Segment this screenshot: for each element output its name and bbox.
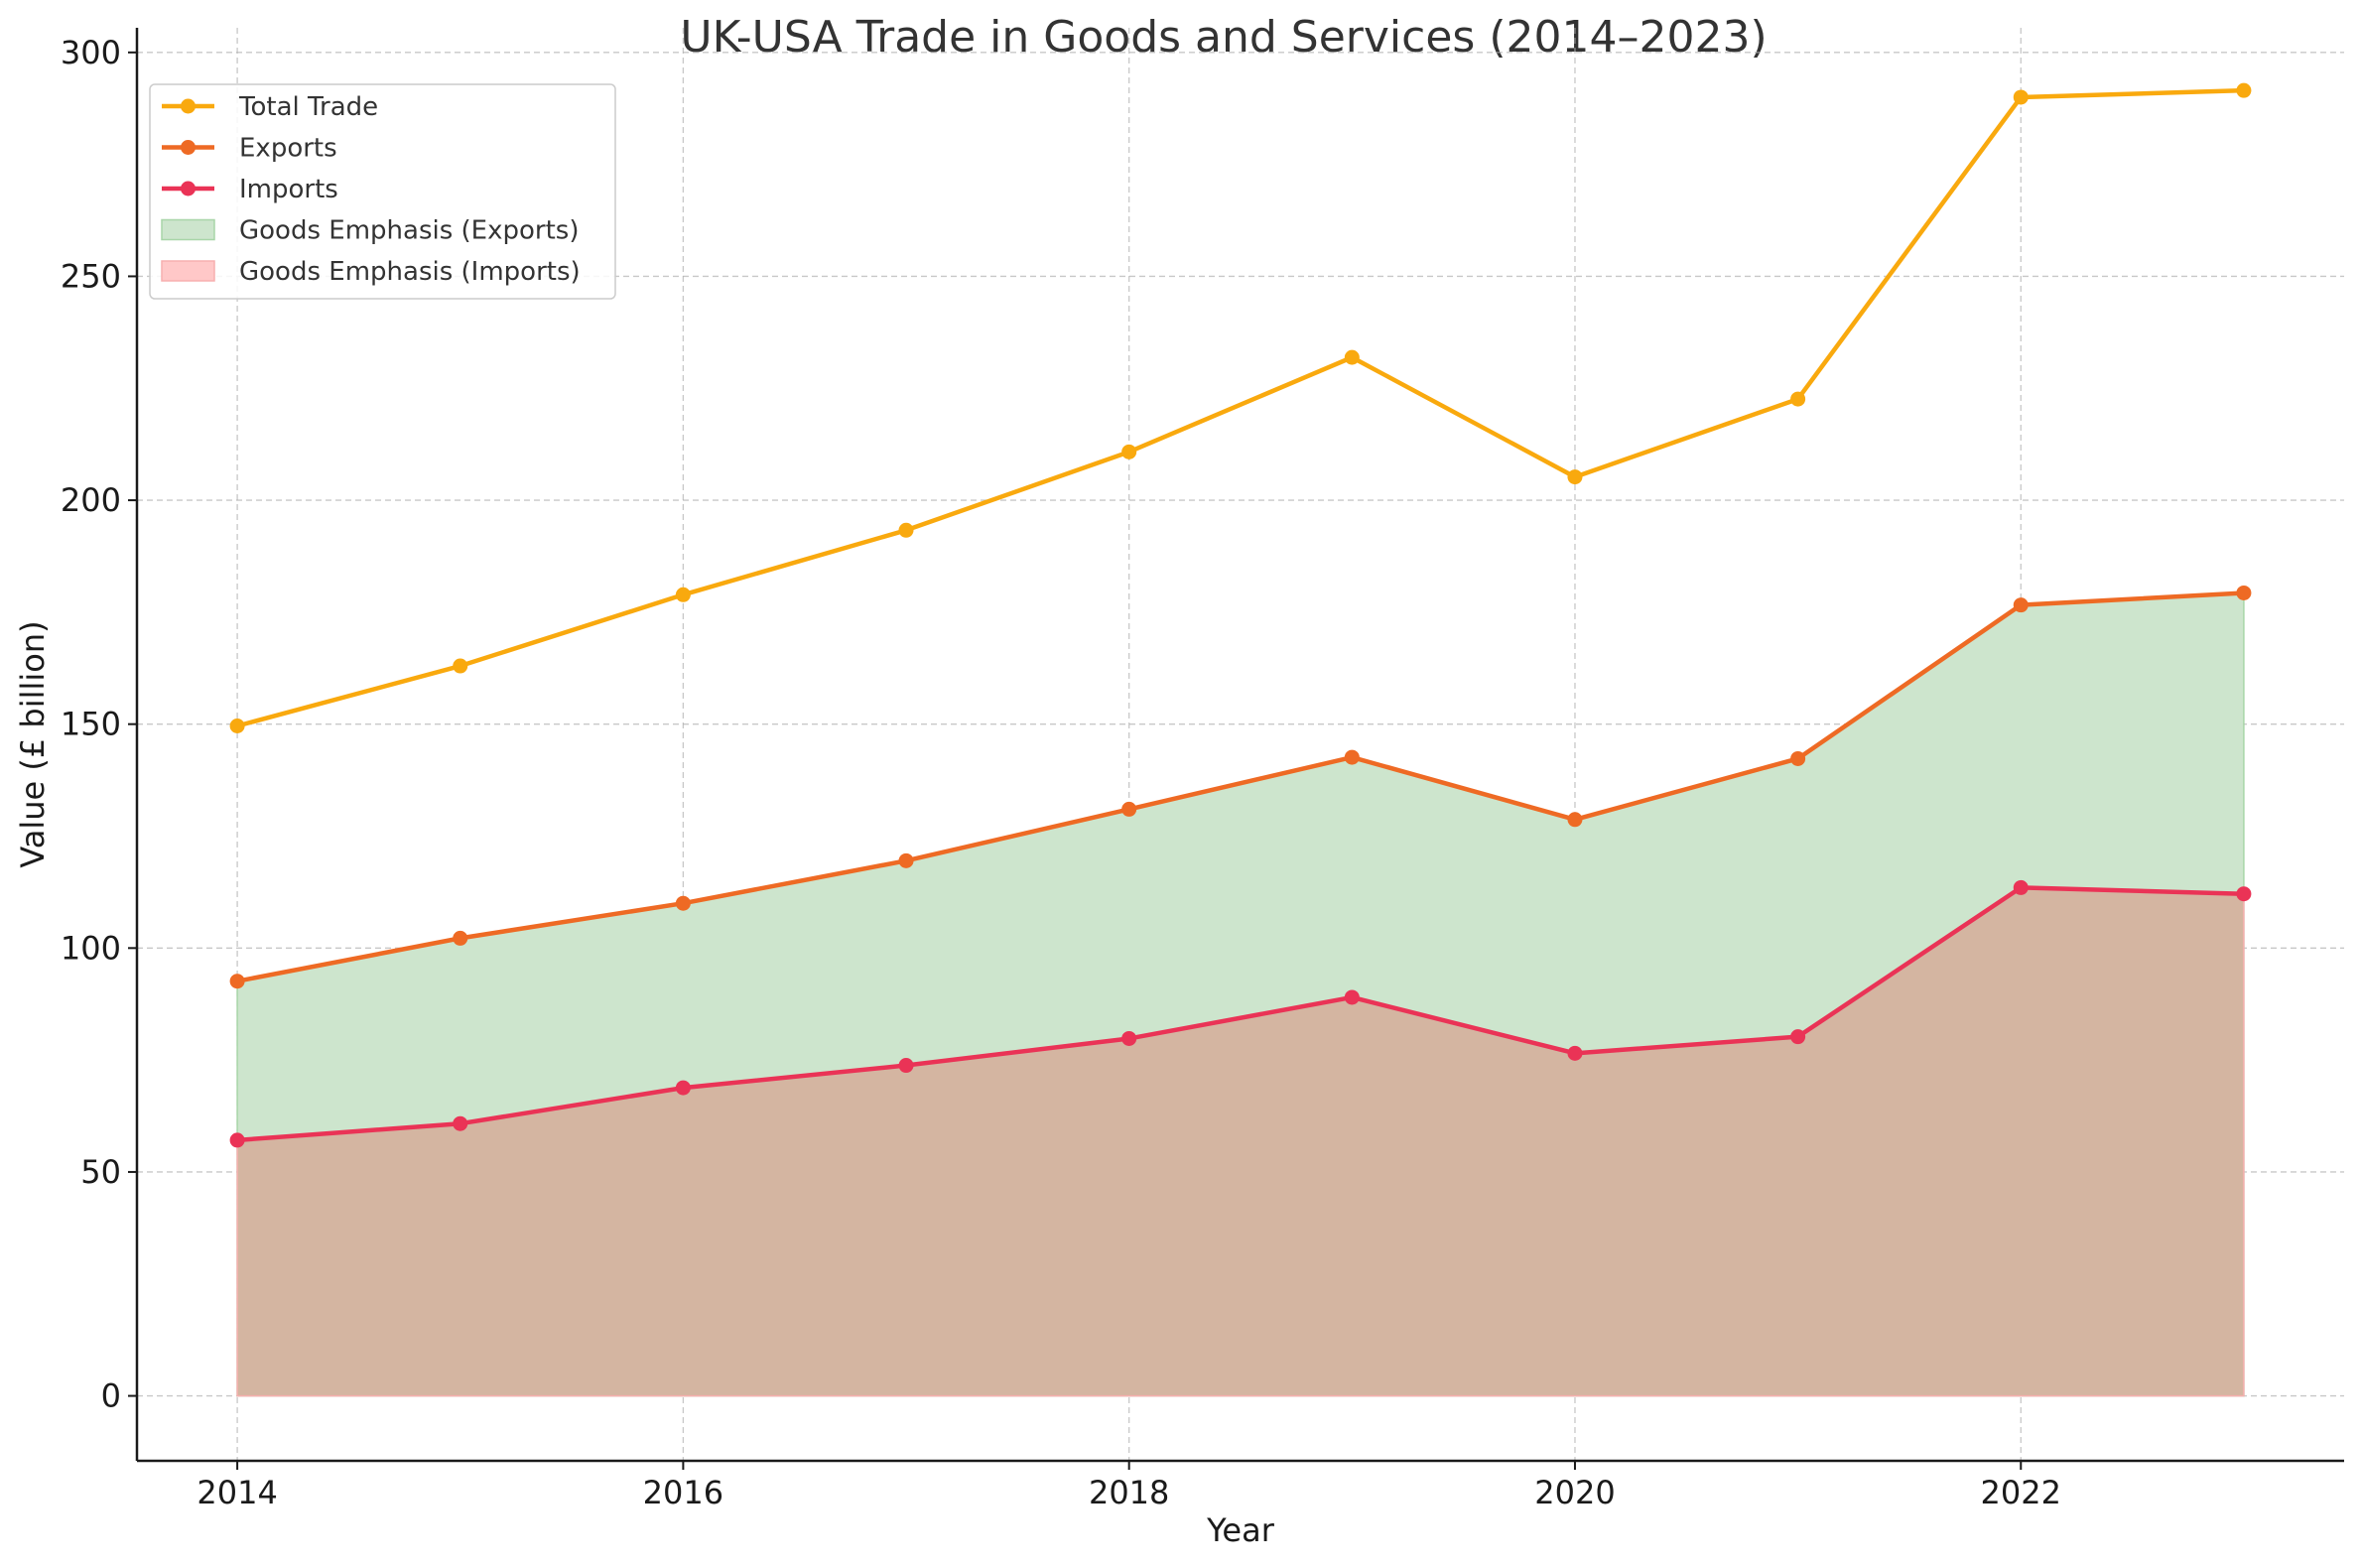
legend-marker-total-trade [181, 98, 196, 114]
line-imports [236, 885, 2244, 1143]
legend-label-total-trade: Total Trade [238, 92, 378, 122]
x-tick-label: 2016 [643, 1474, 723, 1511]
point-total-trade [2236, 82, 2252, 98]
y-tick-label: 50 [80, 1153, 121, 1191]
point-imports [229, 1132, 245, 1148]
point-imports [1567, 1045, 1583, 1061]
legend-label-imports: Imports [239, 175, 338, 204]
point-imports [1344, 989, 1360, 1005]
point-exports [2236, 585, 2252, 600]
legend: Total Trade Exports Imports Goods Emphasis … [149, 83, 616, 300]
point-imports [2013, 879, 2029, 895]
point-total-trade [1567, 469, 1583, 485]
point-total-trade [453, 658, 468, 674]
y-tick-label: 250 [61, 257, 121, 295]
point-exports [1121, 801, 1137, 817]
x-tick-label: 2018 [1089, 1474, 1169, 1511]
x-axis-label: Year [1206, 1511, 1275, 1549]
point-imports [1121, 1030, 1137, 1046]
point-total-trade [2013, 89, 2029, 105]
line-layer [229, 82, 2252, 1148]
y-tick-label: 100 [61, 929, 121, 967]
point-total-trade [675, 587, 691, 602]
point-exports [453, 930, 468, 946]
point-exports [1567, 812, 1583, 828]
y-tick-label: 0 [101, 1377, 121, 1415]
axes [135, 28, 2344, 1463]
legend-label-area-imports: Goods Emphasis (Imports) [239, 257, 581, 287]
chart-title: UK-USA Trade in Goods and Services (2014… [680, 12, 1767, 63]
point-exports [1790, 750, 1806, 766]
line-exports [236, 590, 2245, 983]
point-exports [1344, 749, 1360, 765]
legend-swatch-area-exports [161, 218, 215, 241]
legend-marker-exports [181, 140, 196, 155]
point-exports [229, 974, 245, 989]
point-total-trade [1121, 444, 1137, 459]
point-exports [675, 895, 691, 911]
y-tick-label: 300 [61, 34, 121, 71]
x-tick-label: 2020 [1534, 1474, 1615, 1511]
point-total-trade [1790, 391, 1806, 407]
y-tick-label: 200 [61, 481, 121, 519]
tick-layer: 0 50 100 150 200 250 300 2014 2016 2018 2020 2022 [61, 34, 2061, 1511]
legend-marker-imports [181, 181, 196, 196]
point-total-trade [898, 522, 914, 538]
y-axis-label: Value (£ billion) [14, 620, 52, 867]
point-imports [453, 1115, 468, 1131]
point-imports [1790, 1029, 1806, 1045]
legend-label-area-exports: Goods Emphasis (Exports) [239, 216, 579, 246]
x-tick-label: 2022 [1981, 1474, 2061, 1511]
point-total-trade [229, 718, 245, 733]
point-imports [898, 1058, 914, 1074]
legend-frame [149, 83, 616, 300]
legend-label-exports: Exports [239, 134, 337, 164]
point-imports [2236, 886, 2252, 902]
point-total-trade [1344, 349, 1360, 365]
legend-swatch-area-imports [161, 260, 215, 282]
x-tick-label: 2014 [197, 1474, 277, 1511]
line-total-trade [236, 87, 2244, 728]
point-imports [675, 1080, 691, 1096]
point-exports [898, 852, 914, 868]
y-tick-label: 150 [61, 706, 121, 743]
point-exports [2013, 597, 2029, 613]
